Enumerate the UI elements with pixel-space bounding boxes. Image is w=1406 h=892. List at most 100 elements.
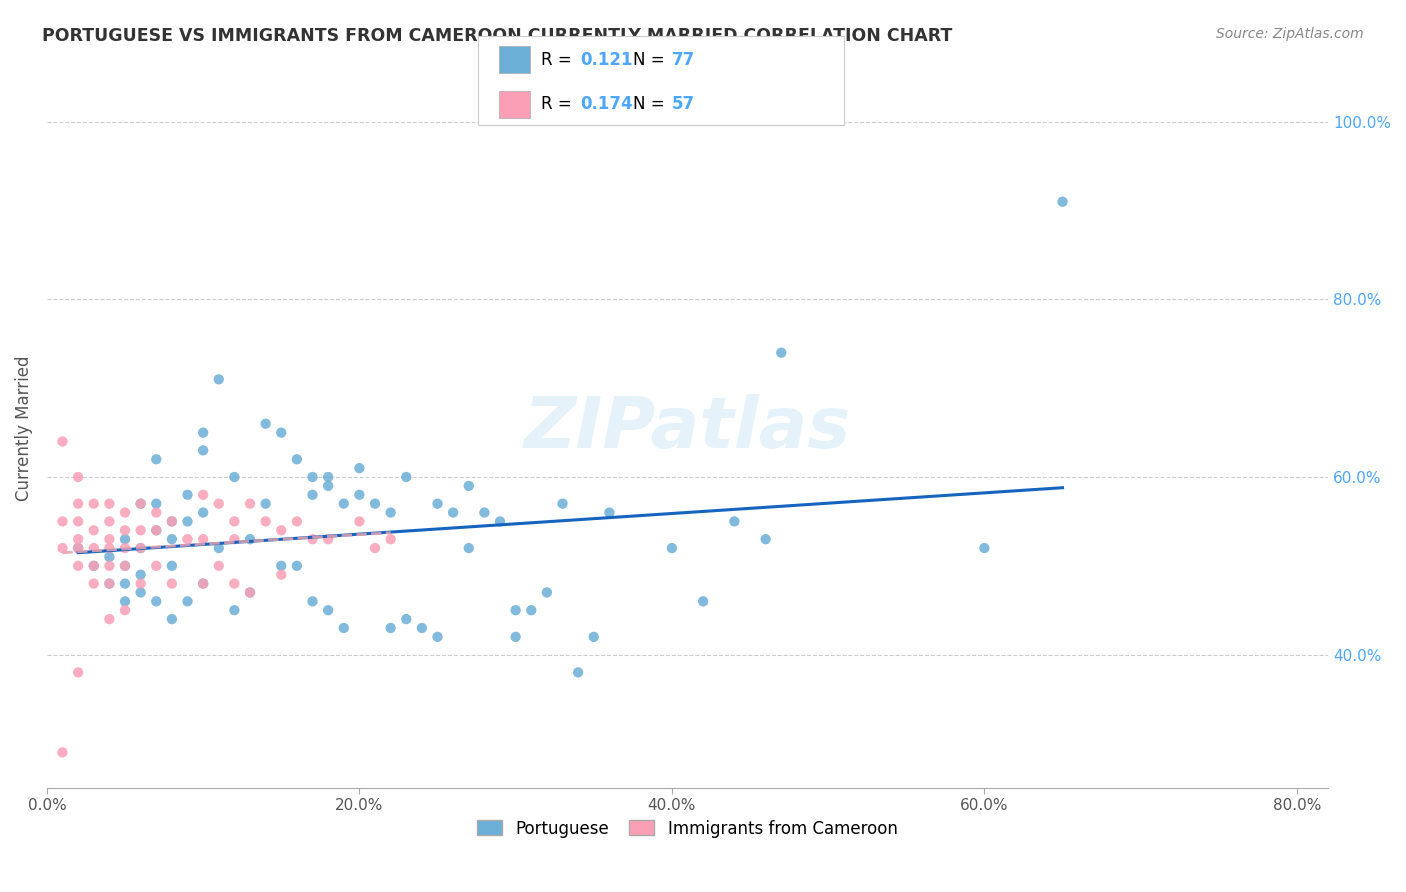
Point <box>349 461 371 475</box>
Point <box>332 497 354 511</box>
Point <box>191 532 214 546</box>
Point <box>770 345 793 359</box>
Point <box>114 524 136 538</box>
Point <box>114 603 136 617</box>
Point <box>98 576 121 591</box>
Point <box>83 524 105 538</box>
Point <box>191 443 214 458</box>
Point <box>145 497 167 511</box>
Point <box>98 532 121 546</box>
Text: 0.174: 0.174 <box>581 95 633 113</box>
Point <box>489 515 512 529</box>
Point <box>349 515 371 529</box>
Point <box>176 488 198 502</box>
Point <box>285 452 308 467</box>
Point <box>67 665 90 680</box>
Point <box>224 603 246 617</box>
Point <box>316 470 339 484</box>
Point <box>176 515 198 529</box>
Point <box>285 558 308 573</box>
Text: 77: 77 <box>672 51 696 69</box>
Point <box>98 576 121 591</box>
Point <box>505 630 527 644</box>
Point <box>67 515 90 529</box>
Point <box>208 372 231 386</box>
Text: R =: R = <box>541 95 578 113</box>
Point <box>582 630 605 644</box>
Point <box>505 603 527 617</box>
Text: ZIPatlas: ZIPatlas <box>524 393 851 463</box>
Point <box>270 558 292 573</box>
Point <box>114 532 136 546</box>
Point <box>129 541 152 555</box>
Point <box>145 594 167 608</box>
Point <box>426 630 449 644</box>
Point <box>98 541 121 555</box>
Text: N =: N = <box>633 95 669 113</box>
Point <box>98 515 121 529</box>
Point <box>160 558 183 573</box>
Point <box>457 479 479 493</box>
Point <box>1052 194 1074 209</box>
Point <box>51 515 73 529</box>
Point <box>83 541 105 555</box>
Point <box>191 576 214 591</box>
Point <box>536 585 558 599</box>
Point <box>114 558 136 573</box>
Text: N =: N = <box>633 51 669 69</box>
Point <box>67 532 90 546</box>
Point <box>441 506 464 520</box>
Point <box>114 506 136 520</box>
Point <box>83 558 105 573</box>
Point <box>145 558 167 573</box>
Point <box>316 603 339 617</box>
Point <box>380 506 402 520</box>
Point <box>254 515 277 529</box>
Point <box>316 479 339 493</box>
Point <box>114 541 136 555</box>
Point <box>239 585 262 599</box>
Point <box>254 417 277 431</box>
Point <box>723 515 745 529</box>
Point <box>411 621 433 635</box>
Point <box>191 576 214 591</box>
Point <box>98 549 121 564</box>
Point <box>426 497 449 511</box>
Point <box>51 434 73 449</box>
Point <box>129 576 152 591</box>
Point <box>83 558 105 573</box>
Point <box>270 567 292 582</box>
Point <box>380 532 402 546</box>
Point <box>83 497 105 511</box>
Point <box>270 524 292 538</box>
Point <box>51 745 73 759</box>
Text: R =: R = <box>541 51 578 69</box>
Point <box>285 515 308 529</box>
Point <box>160 515 183 529</box>
Point <box>129 567 152 582</box>
Point <box>254 497 277 511</box>
Text: PORTUGUESE VS IMMIGRANTS FROM CAMEROON CURRENTLY MARRIED CORRELATION CHART: PORTUGUESE VS IMMIGRANTS FROM CAMEROON C… <box>42 27 952 45</box>
Point <box>67 558 90 573</box>
Point <box>364 497 387 511</box>
Point <box>160 612 183 626</box>
Point <box>224 576 246 591</box>
Point <box>145 524 167 538</box>
Point <box>457 541 479 555</box>
Point <box>145 452 167 467</box>
Point <box>145 506 167 520</box>
Point <box>98 497 121 511</box>
Point <box>661 541 683 555</box>
Point <box>208 497 231 511</box>
Point <box>176 594 198 608</box>
Point <box>567 665 589 680</box>
Point <box>270 425 292 440</box>
Point <box>474 506 496 520</box>
Point <box>692 594 714 608</box>
Point <box>145 524 167 538</box>
Point <box>114 576 136 591</box>
Point <box>380 621 402 635</box>
Y-axis label: Currently Married: Currently Married <box>15 355 32 501</box>
Point <box>395 612 418 626</box>
Point <box>598 506 620 520</box>
